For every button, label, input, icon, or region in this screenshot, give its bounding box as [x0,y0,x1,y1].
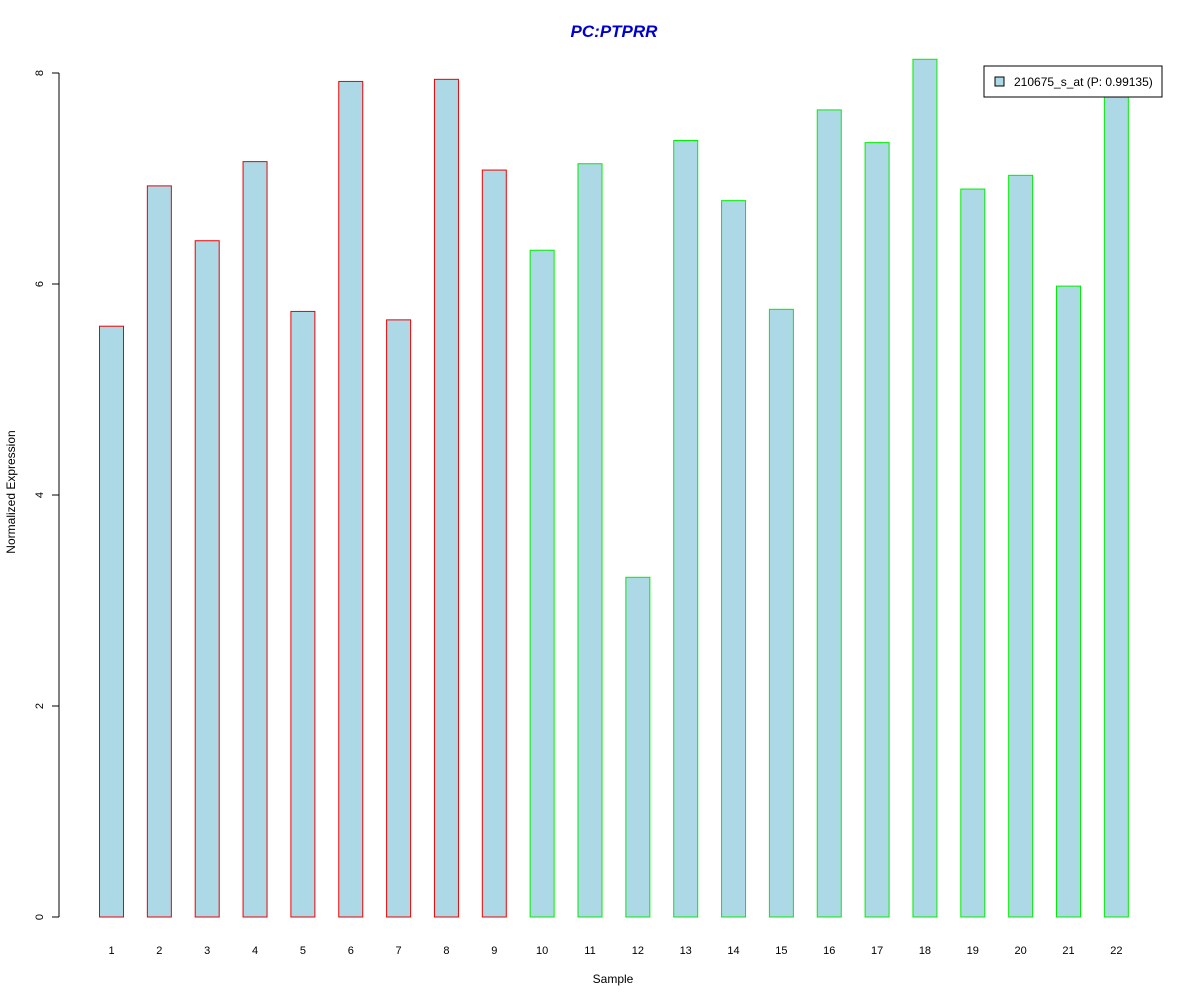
bar-sample-11 [577,163,603,918]
x-tick-label: 14 [727,945,739,957]
x-tick-label: 16 [823,945,835,957]
bar-sample-12 [625,576,651,918]
bar-sample-19 [960,188,986,918]
y-tick-label: 6 [34,281,46,287]
x-tick-label: 6 [348,945,354,957]
bar-sample-7 [386,319,412,918]
y-axis-title: Normalized Expression [4,430,18,553]
x-tick-label: 15 [775,945,787,957]
legend-label: 210675_s_at (P: 0.99135) [1014,75,1153,89]
x-axis-labels: 1 2 3 4 5 6 7 8 9 10 11 12 13 14 15 16 17 18 19 20 21 22 [108,945,1122,957]
x-tick-label: 17 [871,945,883,957]
bar-sample-20 [1008,174,1034,918]
bar-sample-16 [816,109,842,918]
legend-swatch [994,76,1005,87]
legend-box [983,65,1163,98]
x-tick-label: 20 [1015,945,1027,957]
bar-sample-8 [433,78,459,918]
bars-group [99,58,1129,918]
y-tick-label: 4 [34,492,46,498]
bar-sample-10 [529,249,555,918]
x-tick-label: 11 [584,945,595,957]
x-tick-label: 18 [919,945,931,957]
x-tick-label: 8 [443,945,449,957]
x-tick-label: 1 [108,945,114,957]
x-tick-label: 19 [967,945,979,957]
x-tick-label: 5 [300,945,306,957]
x-tick-label: 9 [491,945,497,957]
bar-sample-14 [721,200,747,918]
x-tick-label: 3 [204,945,210,957]
x-tick-label: 2 [156,945,162,957]
bar-sample-13 [673,140,699,918]
y-tick-label: 2 [34,703,46,709]
x-tick-label: 10 [536,945,548,957]
bar-sample-21 [1056,285,1081,918]
x-tick-label: 22 [1110,945,1122,957]
bar-sample-18 [912,58,938,918]
bar-sample-6 [338,80,364,918]
bar-sample-15 [768,308,794,918]
x-tick-label: 4 [252,945,258,957]
x-tick-label: 12 [632,945,644,957]
x-axis-title: Sample [593,972,634,986]
bar-sample-5 [290,310,316,918]
bar-sample-2 [146,185,172,918]
bar-sample-1 [99,325,124,918]
chart-title: PC:PTPRR [571,22,659,41]
legend: 210675_s_at (P: 0.99135) [983,65,1163,98]
y-tick-label: 0 [34,914,46,920]
bar-sample-17 [864,142,890,918]
bar-sample-4 [242,161,268,918]
x-tick-label: 13 [680,945,692,957]
x-tick-label: 21 [1062,945,1074,957]
bar-sample-9 [481,169,507,918]
y-tick-label: 8 [34,70,46,76]
x-tick-label: 7 [396,945,402,957]
bar-sample-3 [194,240,220,918]
bar-sample-22 [1103,91,1129,918]
y-axis: 0 2 4 6 8 [34,70,60,920]
